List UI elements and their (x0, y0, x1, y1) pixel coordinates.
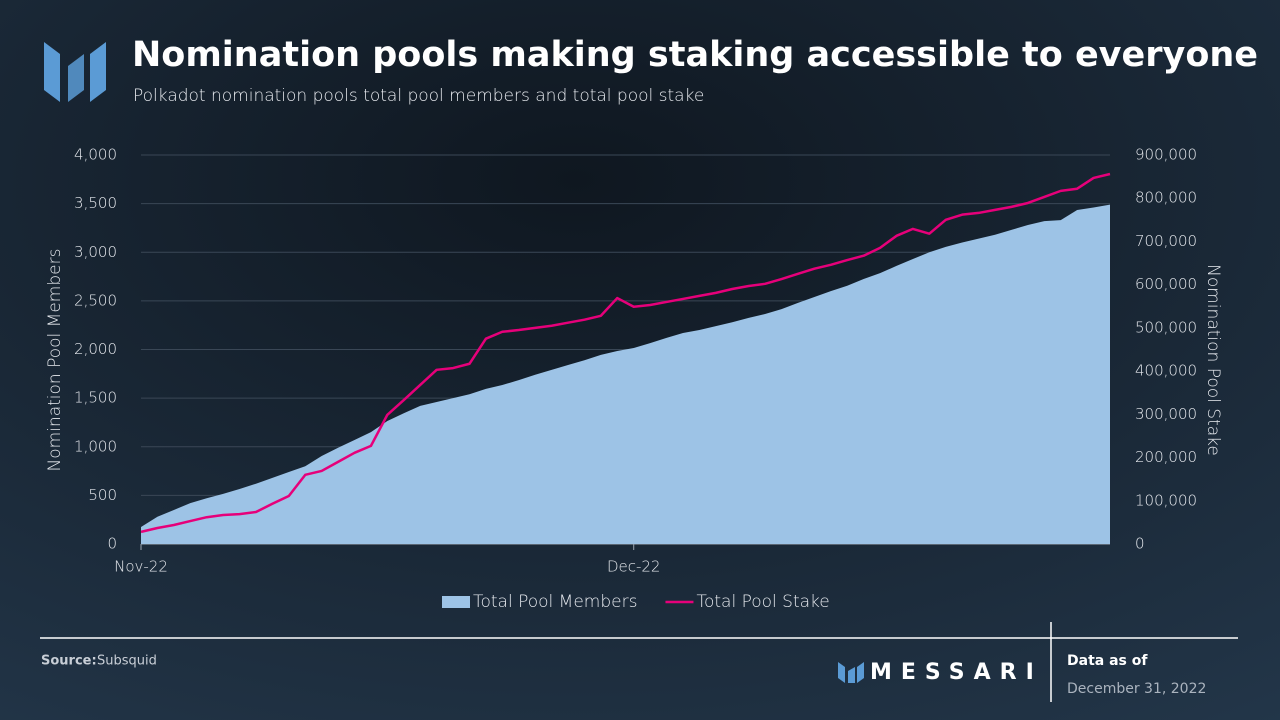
source-label: Source: (41, 654, 97, 669)
y2-tick-label: 900,000 (1135, 146, 1197, 164)
y-axis-title: Nomination Pool Members (45, 249, 65, 472)
legend-label: Total Pool Stake (696, 592, 829, 612)
y2-tick-label: 800,000 (1135, 189, 1197, 207)
data-as-of: December 31, 2022 (1067, 681, 1206, 697)
area (141, 204, 1110, 544)
y2-tick-label: 700,000 (1135, 232, 1197, 250)
y2-tick-label: 500,000 (1135, 318, 1197, 336)
legend-swatch (442, 596, 470, 608)
y-tick-label: 3,500 (74, 194, 117, 212)
plot (140, 172, 1111, 544)
data-as-of-label: Data as of (1067, 653, 1148, 669)
x-tick-label: Nov-22 (114, 558, 168, 576)
y2-tick-label: 200,000 (1135, 448, 1197, 466)
y2-tick-label: 0 (1135, 535, 1145, 553)
y2-tick-label: 300,000 (1135, 405, 1197, 423)
y-tick-label: 0 (107, 535, 117, 553)
y2-axis-title: Nomination Pool Stake (1203, 264, 1223, 456)
legend-label: Total Pool Members (473, 592, 637, 612)
y-tick-label: 1,500 (74, 389, 117, 407)
y-tick-label: 2,500 (74, 291, 117, 309)
y-tick-label: 2,000 (74, 340, 117, 358)
y2-tick-label: 600,000 (1135, 275, 1197, 293)
brand-logo (838, 662, 864, 683)
brand: MESSARI (870, 660, 1043, 685)
line (140, 172, 1111, 534)
y-tick-label: 1,000 (74, 437, 117, 455)
source: Subsquid (97, 654, 157, 669)
x-tick-label: Dec-22 (607, 558, 661, 576)
y2-tick-label: 400,000 (1135, 362, 1197, 380)
y-tick-label: 4,000 (74, 146, 117, 164)
y-tick-label: 3,000 (74, 243, 117, 261)
chart-title: Nomination pools making staking accessib… (132, 35, 1258, 75)
y2-tick-label: 100,000 (1135, 491, 1197, 509)
y-tick-label: 500 (88, 486, 117, 504)
logo (44, 42, 106, 102)
chart-subtitle: Polkadot nomination pools total pool mem… (133, 86, 704, 106)
